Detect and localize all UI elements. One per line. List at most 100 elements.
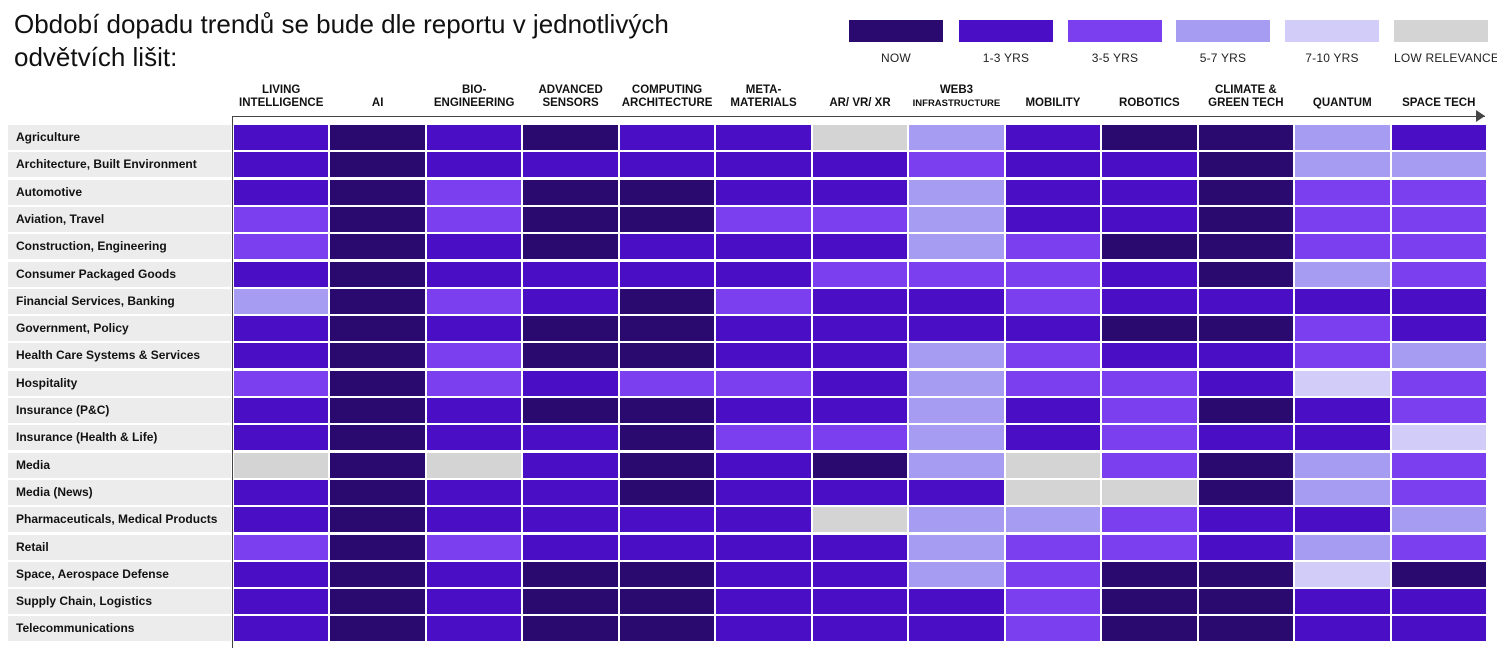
heatmap-cell [330, 206, 425, 232]
heatmap-cell [1005, 479, 1101, 505]
heatmap-cell [1198, 589, 1294, 615]
chart-title: Období dopadu trendů se bude dle reportu… [14, 9, 669, 72]
heatmap-cell [812, 125, 908, 150]
heatmap-cell [1005, 125, 1101, 150]
heatmap-cell [716, 206, 811, 232]
heatmap-cell [1198, 234, 1294, 260]
heatmap-cell [909, 425, 1004, 451]
heatmap-cell [619, 343, 715, 369]
heatmap-cell [716, 125, 811, 150]
heatmap-cell [1102, 343, 1197, 369]
heatmap-cell [812, 507, 908, 533]
heatmap-cell [1102, 206, 1197, 232]
heatmap-cell [1005, 288, 1101, 314]
row-label: Architecture, Built Environment [8, 152, 231, 178]
column-header: AI [329, 80, 425, 110]
column-header-line: WEB3 [939, 84, 974, 96]
legend-item: 1-3 YRS [959, 20, 1053, 65]
heatmap-cell [909, 479, 1004, 505]
heatmap-cell [1005, 370, 1101, 396]
heatmap-cell [523, 370, 618, 396]
heatmap-cell [1102, 288, 1197, 314]
heatmap-cell [234, 589, 329, 615]
heatmap-cell [812, 234, 908, 260]
heatmap-cell [1198, 316, 1294, 342]
row-label: Media (News) [8, 479, 231, 505]
heatmap-cell [234, 179, 329, 205]
row-label: Health Care Systems & Services [8, 343, 231, 369]
heatmap-cell [234, 398, 329, 423]
row-label: Insurance (Health & Life) [8, 425, 231, 451]
heatmap-cell [909, 452, 1004, 478]
heatmap-cell [619, 234, 715, 260]
heatmap-cell [1295, 398, 1390, 423]
row-label: Automotive [8, 179, 231, 205]
heatmap-cell [330, 534, 425, 560]
heatmap-cell [523, 288, 618, 314]
heatmap-cell [1005, 206, 1101, 232]
heatmap-cell [812, 261, 908, 287]
heatmap-cell [523, 206, 618, 232]
heatmap-cell [619, 452, 715, 478]
heatmap-cell [234, 261, 329, 287]
heatmap-cell [1102, 425, 1197, 451]
row-label: Consumer Packaged Goods [8, 261, 231, 287]
heatmap-cell [234, 288, 329, 314]
column-header-line: SPACE TECH [1402, 97, 1476, 109]
heatmap-cell [716, 316, 811, 342]
heatmap-cell [1198, 125, 1294, 150]
heatmap-cell [909, 234, 1004, 260]
legend-label: NOW [881, 51, 911, 65]
heatmap-cell [1295, 479, 1390, 505]
column-header-line: ARCHITECTURE [621, 97, 713, 109]
heatmap-cell [909, 561, 1004, 587]
heatmap-cell [1198, 507, 1294, 533]
column-header: MOBILITY [1005, 80, 1101, 110]
heatmap-cell [1198, 425, 1294, 451]
heatmap-cell [234, 534, 329, 560]
legend-item: 7-10 YRS [1285, 20, 1379, 65]
column-header: META- MATERIALS [715, 80, 811, 110]
row-label: Government, Policy [8, 316, 231, 342]
heatmap-cell [812, 589, 908, 615]
heatmap-cell [1005, 398, 1101, 423]
heatmap-cell [234, 616, 329, 642]
legend-item: 5-7 YRS [1176, 20, 1270, 65]
column-header-line: AR/ VR/ XR [829, 97, 891, 109]
heatmap-cell [1102, 561, 1197, 587]
heatmap-cell [523, 507, 618, 533]
heatmap-cell [1391, 316, 1486, 342]
heatmap-cell [426, 425, 522, 451]
heatmap-cell [812, 425, 908, 451]
heatmap-cell [1102, 452, 1197, 478]
heatmap-cell [1391, 343, 1486, 369]
heatmap-cell [716, 234, 811, 260]
heatmap-cell [619, 616, 715, 642]
legend-label: 7-10 YRS [1305, 51, 1359, 65]
heatmap-cell [1005, 316, 1101, 342]
heatmap-cell [1198, 398, 1294, 423]
heatmap-cell [909, 398, 1004, 423]
heatmap-cell [1198, 206, 1294, 232]
heatmap-cell [1391, 398, 1486, 423]
heatmap-cell [234, 507, 329, 533]
heatmap-cell [1102, 152, 1197, 178]
heatmap-cell [234, 452, 329, 478]
column-header: ROBOTICS [1101, 80, 1197, 110]
heatmap-cell [330, 507, 425, 533]
heatmap-cell [1295, 452, 1390, 478]
heatmap-cell [909, 261, 1004, 287]
heatmap-cell [812, 179, 908, 205]
heatmap-cell [909, 152, 1004, 178]
heatmap-cell [909, 125, 1004, 150]
heatmap-cell [619, 125, 715, 150]
heatmap-cell [812, 206, 908, 232]
heatmap-cell [1391, 370, 1486, 396]
row-label: Supply Chain, Logistics [8, 589, 231, 615]
heatmap-cell [1391, 589, 1486, 615]
heatmap-cell [619, 152, 715, 178]
heatmap-cell [330, 616, 425, 642]
heatmap-cell [1391, 125, 1486, 150]
column-header-line: ROBOTICS [1119, 97, 1180, 109]
heatmap-cell [1295, 343, 1390, 369]
